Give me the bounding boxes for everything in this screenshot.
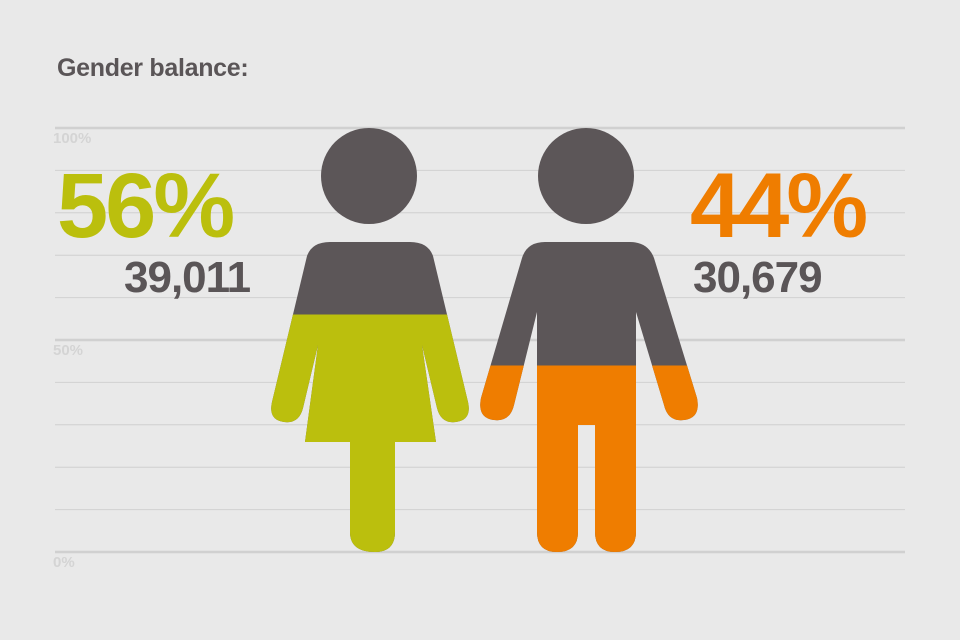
female-count-label: 39,011 <box>124 253 251 302</box>
female-percent-label: 56% <box>57 155 235 257</box>
male-figure-filled <box>480 365 698 552</box>
chart-title: Gender balance: <box>57 54 249 82</box>
male-figure-icon <box>480 128 698 552</box>
y-tick-50: 50% <box>53 342 84 359</box>
y-tick-100: 100% <box>53 130 92 147</box>
male-count-label: 30,679 <box>693 253 823 302</box>
y-tick-0: 0% <box>53 554 75 571</box>
male-figure-unfilled <box>480 128 698 552</box>
male-percent-label: 44% <box>690 155 868 257</box>
female-figure-icon <box>271 128 469 552</box>
gridlines <box>55 126 905 554</box>
female-figure-filled <box>271 314 469 552</box>
